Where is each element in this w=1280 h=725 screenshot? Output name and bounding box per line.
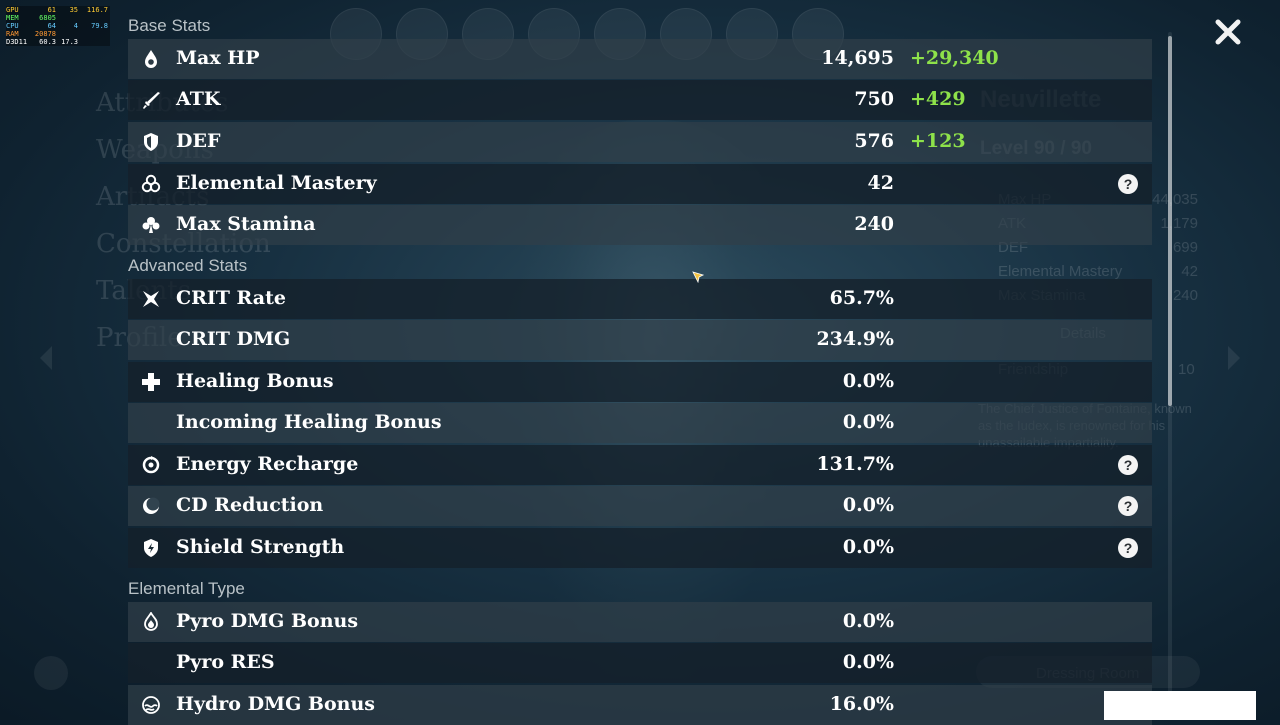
cd-reduction-icon [141,496,161,516]
stat-name: CRIT Rate [176,287,286,309]
help-icon[interactable]: ? [1118,496,1138,516]
stat-name: Hydro DMG Bonus [176,693,375,715]
section-title-advanced-stats: Advanced Stats [128,256,248,275]
pyro-icon [141,612,161,632]
stat-value: 240 [854,213,894,235]
stat-value: 14,695 [821,47,894,69]
stat-bonus: +29,340 [910,47,999,69]
stat-row-crit-dmg: CRIT DMG 234.9% [128,320,1152,360]
scrollbar-thumb[interactable] [1168,36,1172,406]
perf-row: MEM 6805 [6,14,56,22]
perf-row: CPU 64 4 79.8 [6,22,108,30]
stat-bonus: +123 [910,130,966,152]
close-button[interactable] [1212,16,1244,48]
stat-name: Incoming Healing Bonus [176,411,442,433]
white-overlay-block [1104,691,1256,720]
stat-value: 234.9% [816,328,894,350]
stat-value: 16.0% [829,693,894,715]
stat-row-cd-reduction: CD Reduction 0.0% ? [128,486,1152,526]
stat-value: 0.0% [842,610,894,632]
stat-bonus: +429 [910,88,966,110]
stat-row-energy-recharge: Energy Recharge 131.7% ? [128,445,1152,485]
perf-row: GPU 61 35 116.7 [6,6,108,14]
help-icon[interactable]: ? [1118,174,1138,194]
help-icon[interactable]: ? [1118,538,1138,558]
stat-row-max-stamina: Max Stamina 240 [128,205,1152,245]
healing-cross-icon [141,372,161,392]
help-icon[interactable]: ? [1118,455,1138,475]
stat-value: 65.7% [829,287,894,309]
friendship-value: 10 [1178,361,1195,378]
stat-value: 131.7% [816,453,894,475]
stat-row-shield-strength: Shield Strength 0.0% ? [128,528,1152,568]
close-icon [1215,19,1241,45]
energy-recharge-icon [141,455,161,475]
stat-name: DEF [176,130,221,152]
stat-row-max-hp: Max HP 14,695 +29,340 [128,39,1152,79]
stat-name: Healing Bonus [176,370,334,392]
stat-name: Max HP [176,47,260,69]
stat-row-elemental-mastery: Elemental Mastery 42 ? [128,164,1152,204]
stat-name: Pyro RES [176,651,275,673]
performance-overlay: GPU 61 35 116.7 MEM 6805 CPU 64 4 79.8 RAM 20878… [6,6,110,46]
prev-arrow-icon [40,346,52,370]
atk-sword-icon [141,90,161,110]
stat-name: Max Stamina [176,213,316,235]
stat-value: 0.0% [842,494,894,516]
section-title-base-stats: Base Stats [128,16,211,35]
stat-row-incoming-healing-bonus: Incoming Healing Bonus 0.0% [128,403,1152,443]
next-arrow-icon [1228,346,1240,370]
stat-value: 0.0% [842,651,894,673]
stat-name: Elemental Mastery [176,172,377,194]
stat-name: Shield Strength [176,536,345,558]
stat-row-healing-bonus: Healing Bonus 0.0% [128,362,1152,402]
stat-name: CD Reduction [176,494,324,516]
stamina-icon [141,215,161,235]
stat-value: 0.0% [842,370,894,392]
section-title-elemental-type: Elemental Type [128,579,245,598]
crit-rate-icon [141,289,161,309]
stat-name: Pyro DMG Bonus [176,610,359,632]
perf-row: D3D11 60.3 17.3 [6,38,78,46]
hydro-icon [141,695,161,715]
stat-value: 576 [854,130,894,152]
hp-drop-icon [141,49,161,69]
stat-row-pyro-dmg-bonus: Pyro DMG Bonus 0.0% [128,602,1152,642]
stat-value: 0.0% [842,411,894,433]
stat-row-pyro-res: Pyro RES 0.0% [128,643,1152,683]
shield-strength-icon [141,538,161,558]
stat-name: ATK [176,88,221,110]
menu-grid-icon [34,656,68,690]
stat-row-hydro-dmg-bonus: Hydro DMG Bonus 16.0% [128,685,1152,725]
perf-row: RAM 20878 [6,30,56,38]
mouse-cursor-icon [692,268,705,284]
def-shield-icon [141,132,161,152]
stat-name: Energy Recharge [176,453,359,475]
stats-panel: Base Stats Max HP 14,695 +29,340 ATK 750… [128,0,1152,725]
stat-value: 750 [854,88,894,110]
stat-row-atk: ATK 750 +429 [128,80,1152,120]
stat-value: 42 [867,172,894,194]
stat-row-def: DEF 576 +123 [128,122,1152,162]
elemental-mastery-icon [141,174,161,194]
stat-name: CRIT DMG [176,328,291,350]
stat-row-crit-rate: CRIT Rate 65.7% [128,279,1152,319]
stat-value: 0.0% [842,536,894,558]
